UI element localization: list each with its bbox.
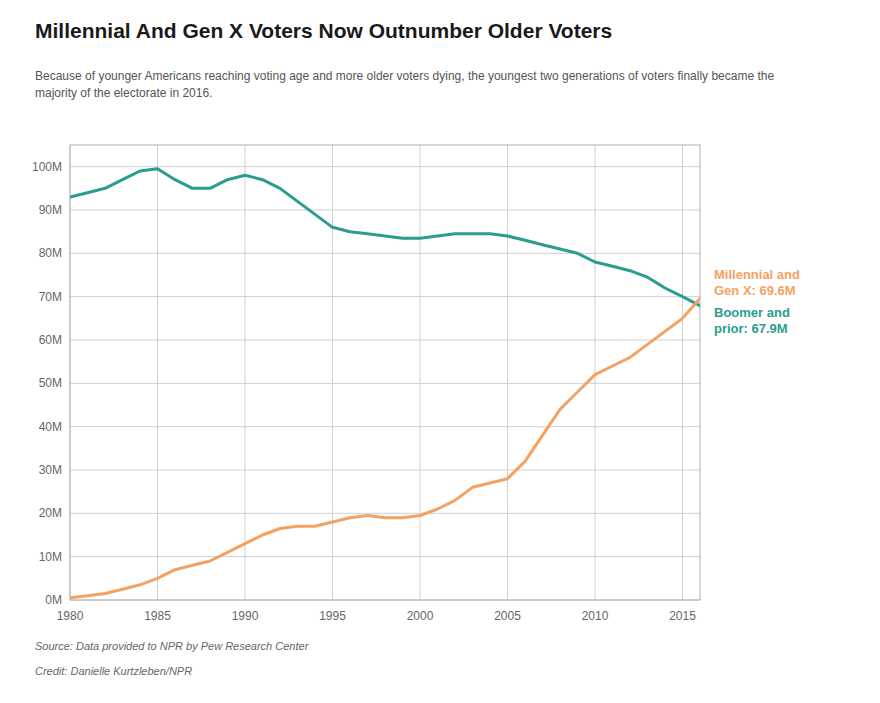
y-grid-line bbox=[70, 253, 700, 254]
x-tick-label: 1985 bbox=[144, 609, 171, 623]
series-label: Boomer andprior: 67.9M bbox=[714, 305, 790, 336]
x-grid-line bbox=[595, 145, 596, 600]
plot-frame bbox=[70, 145, 700, 600]
x-grid-line bbox=[332, 145, 333, 600]
lines bbox=[70, 169, 700, 598]
y-grid-line bbox=[70, 340, 700, 341]
y-tick-label: 60M bbox=[39, 333, 62, 347]
series-line bbox=[70, 298, 700, 597]
series-label: Millennial andGen X: 69.6M bbox=[714, 267, 800, 298]
y-tick-label: 30M bbox=[39, 463, 62, 477]
x-grid-line bbox=[245, 145, 246, 600]
x-grid-line bbox=[157, 145, 158, 600]
y-tick-label: 100M bbox=[32, 160, 62, 174]
x-tick-label: 2000 bbox=[407, 609, 434, 623]
y-tick-label: 10M bbox=[39, 550, 62, 564]
series-labels: Millennial andGen X: 69.6M Boomer andprio… bbox=[714, 267, 800, 336]
y-grid-line bbox=[70, 556, 700, 557]
x-grid-line bbox=[420, 145, 421, 600]
credit: Credit: Danielle Kurtzleben/NPR bbox=[35, 665, 192, 677]
source: Source: Data provided to NPR by Pew Rese… bbox=[35, 640, 310, 652]
chart: Millennial And Gen X Voters Now Outnumbe… bbox=[0, 0, 880, 703]
x-grid-line bbox=[507, 145, 508, 600]
y-tick-label: 70M bbox=[39, 290, 62, 304]
y-grid-line bbox=[70, 166, 700, 167]
axes: 0M 10M 20M 30M 40M 50M 60M 70M 80M 90M 100M 1980 198… bbox=[32, 145, 700, 623]
y-grid-line bbox=[70, 210, 700, 211]
x-tick-label: 1980 bbox=[57, 609, 84, 623]
y-tick-label: 0M bbox=[45, 593, 62, 607]
y-tick-label: 20M bbox=[39, 506, 62, 520]
x-grid-line bbox=[682, 145, 683, 600]
series-line bbox=[70, 169, 700, 306]
y-grid-line bbox=[70, 383, 700, 384]
y-grid-line bbox=[70, 513, 700, 514]
y-tick-label: 40M bbox=[39, 420, 62, 434]
y-grid-line bbox=[70, 296, 700, 297]
x-tick-label: 2010 bbox=[582, 609, 609, 623]
background bbox=[0, 0, 880, 703]
x-tick-label: 2005 bbox=[494, 609, 521, 623]
grid bbox=[70, 145, 700, 600]
x-tick-label: 1990 bbox=[232, 609, 259, 623]
y-tick-label: 90M bbox=[39, 203, 62, 217]
subtitle: Because of younger Americans reaching vo… bbox=[35, 69, 774, 100]
y-tick-label: 50M bbox=[39, 376, 62, 390]
y-tick-label: 80M bbox=[39, 246, 62, 260]
x-tick-label: 2015 bbox=[669, 609, 696, 623]
x-tick-label: 1995 bbox=[319, 609, 346, 623]
title: Millennial And Gen X Voters Now Outnumbe… bbox=[35, 19, 612, 42]
y-grid-line bbox=[70, 470, 700, 471]
y-grid-line bbox=[70, 426, 700, 427]
